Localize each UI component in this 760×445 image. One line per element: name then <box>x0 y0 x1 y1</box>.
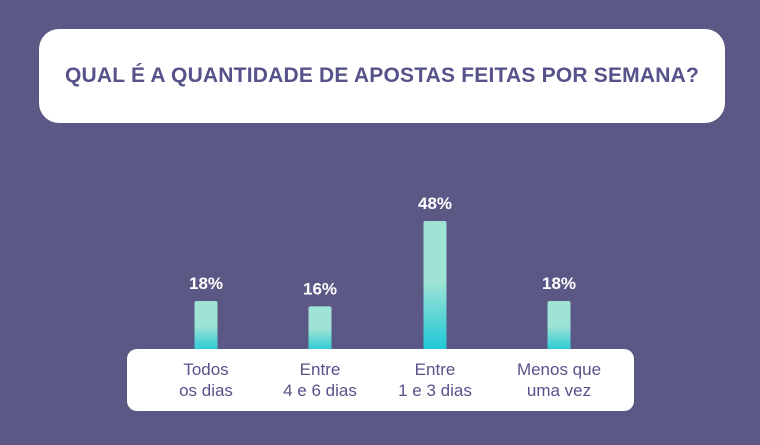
category-label-2: Entre 1 e 3 dias <box>398 360 472 400</box>
bar-3 <box>547 301 571 355</box>
bar-0 <box>194 301 218 355</box>
title-card: QUAL É A QUANTIDADE DE APOSTAS FEITAS PO… <box>39 29 725 123</box>
chart-title: QUAL É A QUANTIDADE DE APOSTAS FEITAS PO… <box>65 64 699 87</box>
category-label-0: Todos os dias <box>179 360 233 400</box>
category-label-1: Entre 4 e 6 dias <box>283 360 357 400</box>
value-label-3: 18% <box>542 274 576 293</box>
category-label-3: Menos que uma vez <box>516 360 602 400</box>
value-label-0: 18% <box>189 274 223 293</box>
bar-2 <box>423 221 447 355</box>
category-labels-card: Todos os dias Entre 4 e 6 dias Entre 1 e… <box>127 349 634 411</box>
value-label-2: 48% <box>418 194 452 213</box>
value-label-1: 16% <box>303 279 337 298</box>
bar-1 <box>308 306 332 355</box>
